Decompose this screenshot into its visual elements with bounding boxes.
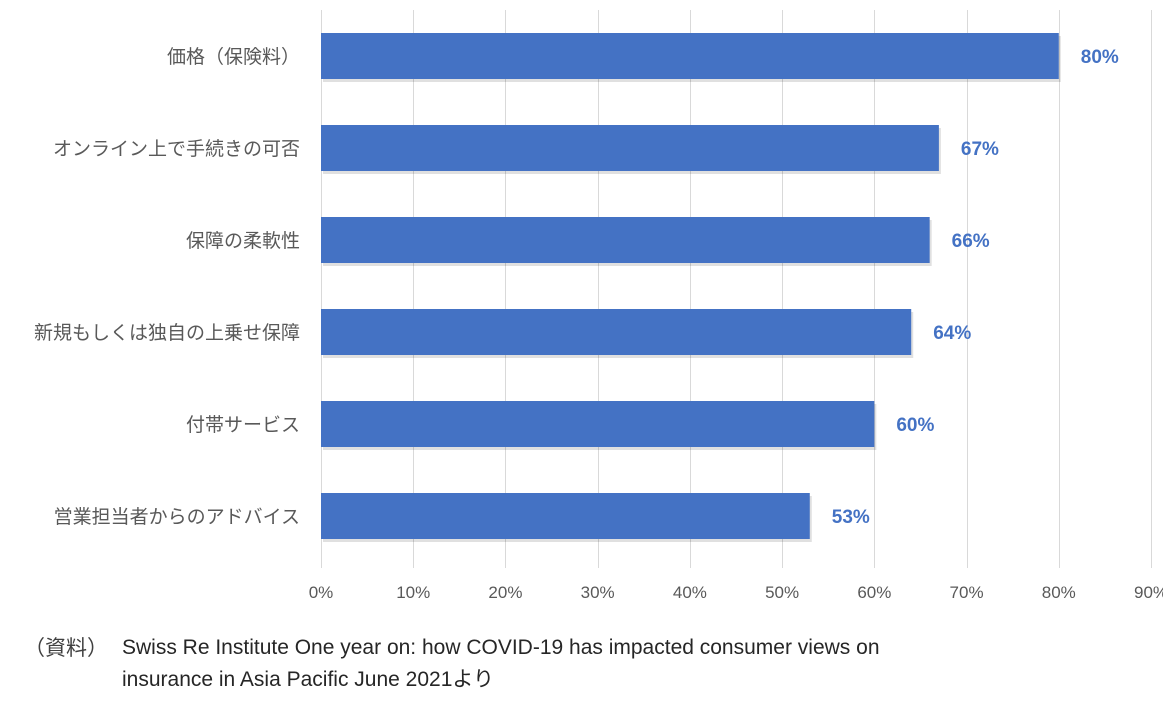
- x-tick-label: 20%: [488, 583, 522, 602]
- category-label: 営業担当者からのアドバイス: [54, 506, 300, 528]
- x-tick-label: 80%: [1042, 583, 1076, 602]
- data-labels: 80% 67% 66% 64% 60% 53%: [832, 47, 1119, 528]
- data-label: 60%: [896, 415, 934, 436]
- x-tick-label: 30%: [581, 583, 615, 602]
- bar: [321, 309, 912, 355]
- category-label: 新規もしくは独自の上乗せ保障: [34, 322, 300, 344]
- source-prefix: （資料）: [24, 636, 108, 660]
- x-axis-tick-labels: 0% 10% 20% 30% 40% 50% 60% 70% 80% 90%: [309, 583, 1163, 602]
- bar: [321, 125, 939, 171]
- gridlines: [321, 10, 1152, 568]
- category-label: 保障の柔軟性: [186, 230, 300, 252]
- bar: [321, 33, 1059, 79]
- x-tick-label: 0%: [309, 583, 334, 602]
- x-tick-label: 40%: [673, 583, 707, 602]
- category-labels: 価格（保険料） オンライン上で手続きの可否保障の柔軟性新規もしくは独自の上乗せ保障…: [34, 46, 300, 528]
- bar: [321, 217, 930, 263]
- bars: [321, 33, 1061, 542]
- data-label: 53%: [832, 507, 870, 528]
- data-label: 67%: [961, 139, 999, 160]
- category-label: 付帯サービス: [186, 414, 300, 436]
- source-text: Swiss Re Institute One year on: how COVI…: [122, 636, 880, 691]
- bar: [321, 401, 875, 447]
- x-tick-label: 70%: [950, 583, 984, 602]
- bar-chart: 価格（保険料） オンライン上で手続きの可否保障の柔軟性新規もしくは独自の上乗せ保障…: [34, 10, 1163, 602]
- x-tick-label: 50%: [765, 583, 799, 602]
- x-tick-label: 10%: [396, 583, 430, 602]
- category-label: オンライン上で手続きの可否: [53, 138, 300, 160]
- data-label: 66%: [952, 231, 990, 252]
- x-tick-label: 60%: [857, 583, 891, 602]
- data-label: 80%: [1081, 47, 1119, 68]
- category-label: 価格（保険料）: [167, 46, 300, 68]
- chart-canvas: 価格（保険料） オンライン上で手続きの可否保障の柔軟性新規もしくは独自の上乗せ保障…: [34, 10, 1163, 602]
- data-label: 64%: [933, 323, 971, 344]
- source-note: （資料） Swiss Re Institute One year on: how …: [24, 632, 1124, 696]
- bar: [321, 493, 810, 539]
- x-tick-label: 90%: [1134, 583, 1163, 602]
